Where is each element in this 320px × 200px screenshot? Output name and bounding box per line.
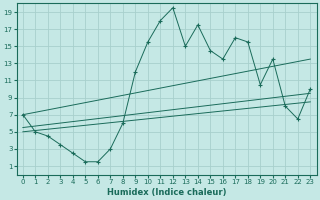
X-axis label: Humidex (Indice chaleur): Humidex (Indice chaleur) xyxy=(107,188,226,197)
